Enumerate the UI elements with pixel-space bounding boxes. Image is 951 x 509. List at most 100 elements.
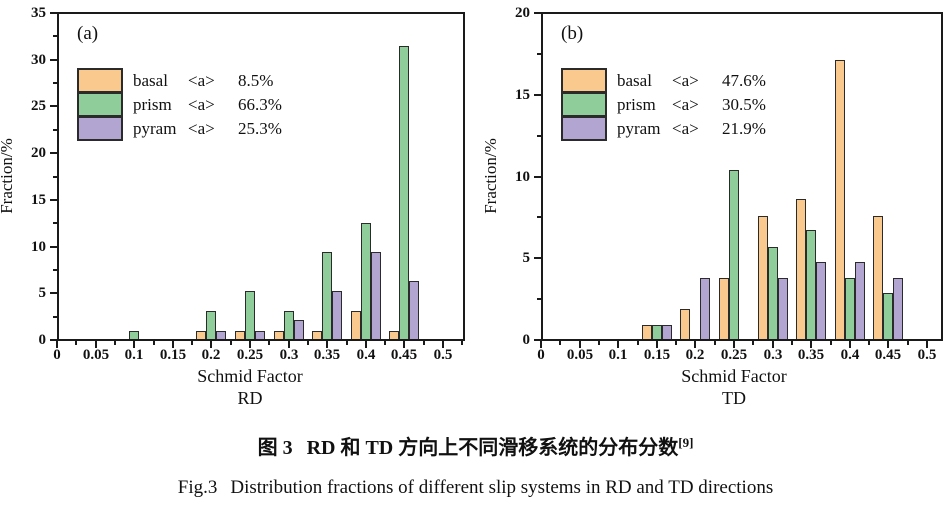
legend-label-basal: basal — [617, 71, 652, 90]
y-tick — [534, 176, 541, 178]
x-minor-tick — [268, 341, 270, 345]
x-minor-tick — [307, 341, 309, 345]
caption-reference: [9] — [678, 435, 694, 450]
y-tick — [50, 246, 57, 248]
panel-label: (b) — [561, 23, 584, 44]
x-tick-label: 0.15 — [643, 347, 671, 363]
x-tick — [733, 341, 735, 348]
legend-bracket-prism: <a> — [672, 95, 699, 114]
x-tick-label: 0.35 — [797, 347, 825, 363]
x-tick — [249, 341, 251, 348]
y-minor-tick — [537, 298, 541, 300]
y-tick — [50, 152, 57, 154]
y-tick-label: 35 — [31, 5, 46, 21]
y-tick — [50, 12, 57, 14]
direction-label: RD — [237, 388, 263, 408]
y-tick-label: 20 — [31, 145, 46, 161]
x-tick — [56, 341, 58, 348]
legend-bracket-basal: <a> — [188, 71, 215, 90]
y-tick-label: 15 — [31, 192, 46, 208]
x-tick-label: 0.5 — [433, 347, 453, 363]
legend-percent-prism: 30.5% — [722, 95, 766, 114]
x-tick — [694, 341, 696, 348]
x-tick — [326, 341, 328, 348]
x-minor-tick — [384, 341, 386, 345]
caption-zh-text: RD 和 TD 方向上不同滑移系统的分布分数 — [306, 437, 679, 459]
x-minor-tick — [868, 341, 870, 345]
x-tick — [172, 341, 174, 348]
x-tick — [810, 341, 812, 348]
legend-bracket-pyram: <a> — [672, 119, 699, 138]
legend-percent-basal: 47.6% — [722, 71, 766, 90]
x-tick-label: 0.2 — [685, 347, 705, 363]
x-tick-label: 0.05 — [566, 347, 594, 363]
x-minor-tick — [191, 341, 193, 345]
y-tick — [534, 339, 541, 341]
x-tick-label: 0.4 — [840, 347, 860, 363]
x-tick — [442, 341, 444, 348]
x-tick-label: 0.45 — [874, 347, 902, 363]
x-tick — [656, 341, 658, 348]
y-tick — [50, 292, 57, 294]
y-tick-label: 0 — [522, 332, 531, 348]
x-tick-label: 0.25 — [720, 347, 748, 363]
x-tick — [95, 341, 97, 348]
x-tick-label: 0 — [537, 347, 545, 363]
x-tick-label: 0.15 — [159, 347, 187, 363]
y-axis-label: Fraction/% — [481, 138, 500, 214]
x-minor-tick — [637, 341, 639, 345]
x-tick-label: 0.3 — [763, 347, 783, 363]
y-minor-tick — [537, 135, 541, 137]
x-minor-tick — [346, 341, 348, 345]
x-tick — [849, 341, 851, 348]
caption-zh: 图 3 RD 和 TD 方向上不同滑移系统的分布分数[9] — [0, 435, 951, 461]
legend-percent-prism: 66.3% — [238, 95, 282, 114]
x-minor-tick — [675, 341, 677, 345]
y-tick — [534, 12, 541, 14]
legend-bracket-basal: <a> — [672, 71, 699, 90]
x-tick — [365, 341, 367, 348]
x-tick-label: 0.2 — [201, 347, 221, 363]
y-tick-label: 15 — [515, 87, 530, 103]
legend-percent-basal: 8.5% — [238, 71, 274, 90]
x-minor-tick — [461, 341, 463, 345]
legend-label-pyram: pyram — [617, 119, 661, 138]
x-tick-label: 0.1 — [608, 347, 628, 363]
x-tick — [288, 341, 290, 348]
y-minor-tick — [53, 176, 57, 178]
panel-label: (a) — [77, 23, 99, 44]
y-minor-tick — [53, 35, 57, 37]
x-minor-tick — [114, 341, 116, 345]
y-minor-tick — [53, 82, 57, 84]
legend-swatch-basal — [561, 68, 607, 93]
x-tick-label: 0.1 — [124, 347, 144, 363]
y-tick — [50, 59, 57, 61]
legend-swatch-pyram — [561, 116, 607, 141]
y-minor-tick — [53, 222, 57, 224]
x-tick-label: 0.45 — [390, 347, 418, 363]
x-minor-tick — [830, 341, 832, 345]
x-minor-tick — [598, 341, 600, 345]
legend-swatch-prism — [77, 92, 123, 117]
y-tick — [50, 339, 57, 341]
y-tick-label: 30 — [31, 52, 46, 68]
x-minor-tick — [423, 341, 425, 345]
y-tick-label: 0 — [38, 332, 47, 348]
caption-en: Fig.3 Distribution fractions of different… — [0, 476, 951, 500]
x-tick — [540, 341, 542, 348]
legend-swatch-prism — [561, 92, 607, 117]
legend-swatch-pyram — [77, 116, 123, 141]
y-tick — [534, 257, 541, 259]
y-minor-tick — [53, 269, 57, 271]
y-tick-label: 5 — [38, 285, 47, 301]
x-minor-tick — [153, 341, 155, 345]
caption-zh-prefix: 图 3 — [257, 437, 293, 459]
legend-bracket-pyram: <a> — [188, 119, 215, 138]
x-minor-tick — [791, 341, 793, 345]
caption-en-text: Distribution fractions of different slip… — [230, 477, 774, 498]
x-tick — [926, 341, 928, 348]
y-tick-label: 20 — [515, 5, 530, 21]
